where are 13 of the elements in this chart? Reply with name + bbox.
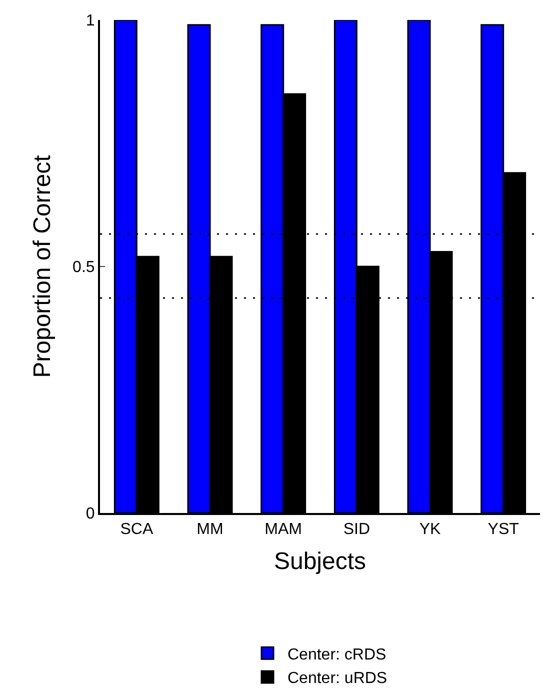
y-tick-label: 0 xyxy=(86,506,95,523)
x-tick-label: YK xyxy=(419,521,441,538)
x-tick-label: YST xyxy=(488,521,520,538)
y-tick-label: 1 xyxy=(86,12,95,30)
x-tick-label: MM xyxy=(196,521,224,538)
x-tick-label: MAM xyxy=(264,521,302,538)
x-tick-label: SID xyxy=(343,521,370,538)
legend-label: Center: uRDS xyxy=(288,670,388,688)
y-axis-title: Proportion of Correct xyxy=(29,154,56,378)
x-tick-label: SCA xyxy=(120,521,154,538)
x-axis-title: Subjects xyxy=(274,548,366,575)
y-tick-label: 0.5 xyxy=(72,259,95,276)
legend-label: Center: cRDS xyxy=(288,646,386,664)
